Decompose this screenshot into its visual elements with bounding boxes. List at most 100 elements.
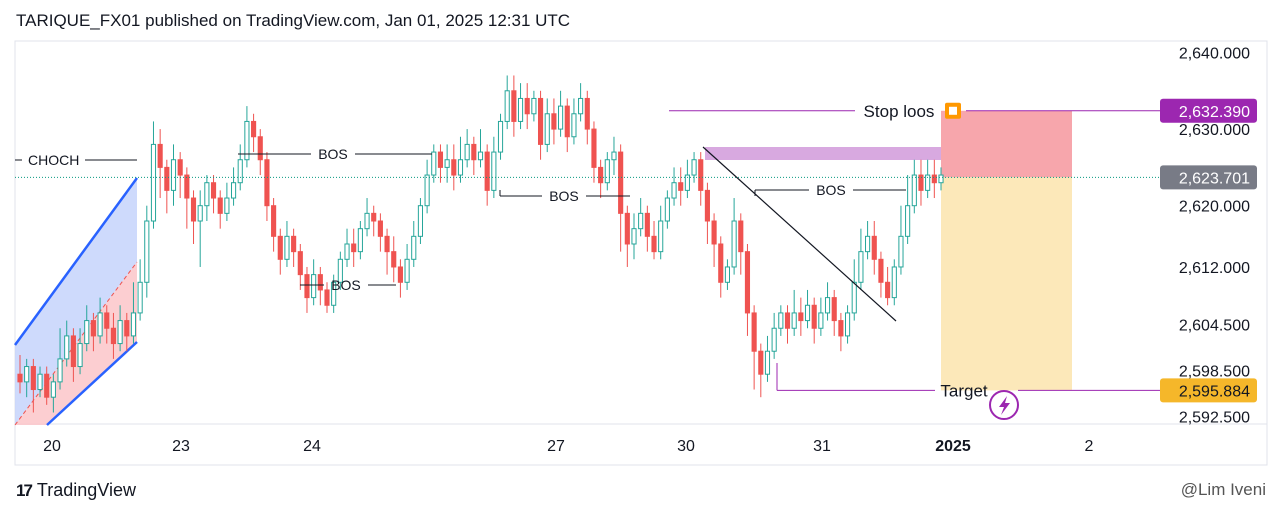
candle-body [324,289,330,306]
candle-body [244,120,250,161]
candle-body [618,151,624,214]
candle-body [130,312,137,337]
candle-body [504,90,510,122]
candle-body [364,212,370,230]
candle-body [631,228,637,245]
candle-body [804,304,811,322]
candle-body [137,281,143,314]
candle-body [284,235,290,260]
candle-body [177,159,183,176]
candle-body [30,366,36,391]
candle-body [17,373,23,383]
candle-body [731,220,737,268]
candle-body [871,235,877,260]
candle-body [391,251,397,268]
tradingview-logo-icon: 17 [16,480,33,500]
candle-body [44,373,50,398]
candle-body [524,97,530,115]
candle-body [885,281,891,299]
candle-body [671,182,677,199]
candle-body [24,366,30,383]
candle-body [678,182,684,191]
candle-body [464,143,470,161]
candle-body [744,251,751,314]
x-tick-label: 30 [677,438,695,455]
candle-body [544,113,550,145]
candle-body [578,97,584,115]
candle-body [404,258,410,283]
candle-body [898,235,904,268]
candle-body [718,243,724,283]
target-zone [941,177,1072,391]
candle-body [651,235,657,253]
candle-body [818,312,824,329]
candle-body [110,327,117,345]
candle-body [831,297,837,322]
tradingview-logo[interactable]: 17 TradingView [16,480,136,501]
candle-body [865,235,871,253]
candle-body [751,312,757,352]
candle-body [97,312,103,337]
candle-body [571,113,577,138]
y-tick-label: 2,630.000 [1179,122,1250,139]
channel-upper-fill [15,178,137,425]
candle-body [50,381,56,398]
candle-body [297,251,303,276]
candle-body [371,212,377,222]
candle-body [758,350,764,375]
candle-body [397,266,403,283]
candle-body [564,105,570,138]
candle-body [144,220,150,283]
bos-2-label: BOS [549,188,579,204]
candle-body [77,343,83,368]
candle-body [798,312,804,322]
supply-zone [705,147,941,160]
candle-body [791,312,797,329]
candle-body [724,266,731,283]
candle-body [484,151,490,191]
x-tick-label: 24 [303,438,321,455]
target-price-badge [1160,378,1257,403]
candle-body [711,220,717,245]
candle-body [918,174,924,191]
candle-body [351,243,357,253]
candle-body [611,151,617,161]
stop-zone [941,110,1072,178]
candle-body [457,159,464,176]
candle-body [57,358,63,383]
bos-3-label: BOS [331,277,361,293]
lightning-bolt [999,396,1010,415]
candle-body [844,312,851,337]
candle-body [764,350,771,375]
trendline [702,146,897,322]
candle-body [104,312,110,329]
candle-body [471,143,477,161]
publish-info: TARIQUE_FX01 published on TradingView.co… [16,11,571,30]
candle-body [905,205,911,237]
candle-body [497,120,504,153]
current-price-badge-text: 2,623.701 [1179,170,1250,187]
stop-price-badge [1160,98,1257,123]
x-tick-label: 2 [1085,438,1094,455]
candle-body [738,220,744,253]
candle-body [604,159,610,184]
candle-body [824,297,831,314]
candle-body [90,320,96,337]
candle-body [704,189,710,222]
candle-body [698,159,704,191]
y-tick-label: 2,598.500 [1179,363,1250,380]
candle-body [377,220,383,237]
candle-body [237,159,243,184]
candle-body [257,136,263,161]
y-tick-label: 2,592.500 [1179,409,1250,426]
candle-body [204,182,210,207]
candle-body [157,143,163,168]
candle-body [838,320,844,337]
candle-body [70,335,76,368]
candle-body [277,235,283,260]
candle-body [224,197,230,214]
candle-body [664,197,670,222]
y-tick-label: 2,620.000 [1179,199,1250,216]
candle-body [851,281,857,314]
